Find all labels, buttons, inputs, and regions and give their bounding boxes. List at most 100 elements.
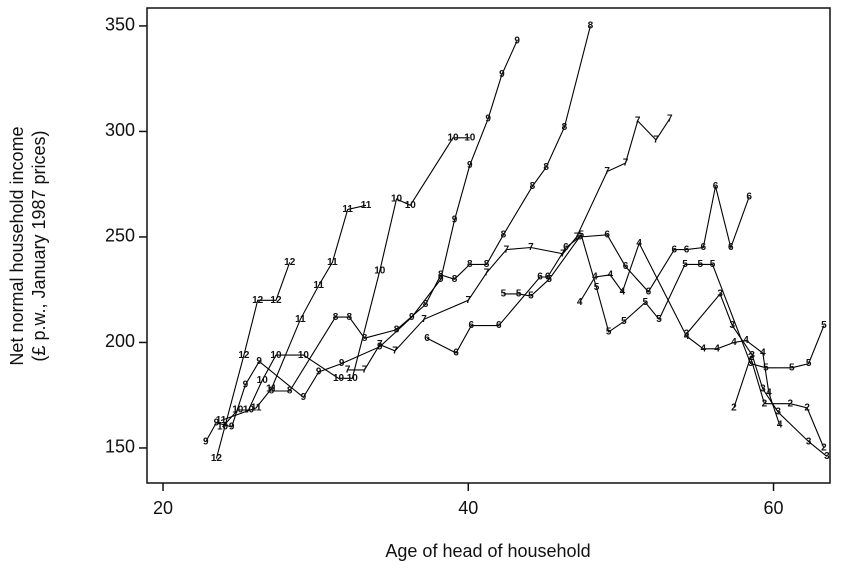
- point-label: 9: [229, 422, 235, 433]
- point-label: 3: [760, 384, 766, 395]
- point-label: 6: [646, 286, 652, 297]
- series-line: [347, 118, 671, 371]
- point-label: 2: [762, 398, 768, 409]
- series-line: [222, 137, 470, 428]
- point-label: 11: [266, 384, 277, 395]
- point-label: 6: [713, 181, 719, 192]
- point-label: 3: [730, 320, 736, 331]
- point-label: 4: [701, 343, 707, 354]
- point-label: 10: [270, 350, 282, 361]
- point-label: 8: [501, 229, 507, 240]
- point-label: 7: [504, 244, 510, 255]
- point-label: 5: [789, 362, 795, 373]
- point-label: 5: [578, 229, 584, 240]
- point-label: 5: [621, 316, 627, 327]
- point-label: 5: [643, 297, 649, 308]
- y-tick-label: 300: [105, 120, 135, 140]
- point-label: 9: [438, 274, 444, 285]
- series-line: [686, 292, 828, 457]
- x-tick-label: 20: [153, 498, 173, 518]
- point-label: 6: [424, 333, 430, 344]
- point-label: 4: [766, 388, 772, 399]
- point-label: 4: [607, 270, 613, 281]
- point-label: 8: [394, 324, 400, 335]
- point-label: 5: [763, 362, 769, 373]
- y-tick-label: 250: [105, 226, 135, 246]
- point-label: 3: [824, 451, 830, 462]
- y-axis-label: Net normal household income: [7, 126, 27, 365]
- point-label: 9: [467, 160, 473, 171]
- x-tick-label: 60: [764, 498, 784, 518]
- point-label: 2: [821, 443, 827, 454]
- point-label: 4: [620, 286, 626, 297]
- series-line: [271, 25, 591, 392]
- point-label: 5: [697, 259, 703, 270]
- point-label: 9: [514, 35, 520, 46]
- point-label: 5: [806, 358, 812, 369]
- series-line: [215, 262, 291, 459]
- point-label: 4: [760, 348, 766, 359]
- plot-frame: [146, 7, 831, 484]
- point-label: 7: [345, 365, 351, 376]
- series-line: [733, 355, 825, 449]
- point-label: 7: [635, 116, 641, 127]
- point-label: 11: [251, 403, 262, 414]
- point-label: 4: [714, 343, 720, 354]
- point-label: 10: [217, 422, 229, 433]
- point-label: 4: [777, 419, 783, 430]
- point-label: 3: [749, 350, 755, 361]
- point-label: 11: [327, 257, 338, 268]
- point-label: 8: [588, 21, 594, 32]
- point-label: 5: [748, 358, 754, 369]
- point-label: 5: [546, 274, 552, 285]
- point-label: 8: [543, 162, 549, 173]
- point-label: 7: [574, 232, 580, 243]
- point-label: 11: [342, 204, 353, 215]
- y-tick-label: 350: [105, 15, 135, 35]
- point-label: 6: [701, 242, 707, 253]
- point-label: 8: [287, 386, 293, 397]
- x-axis-label: Age of head of household: [385, 541, 590, 561]
- point-label: 7: [465, 295, 471, 306]
- point-label: 8: [423, 299, 429, 310]
- point-label: 5: [594, 282, 600, 293]
- point-label: 4: [743, 335, 749, 346]
- point-label: 8: [530, 181, 536, 192]
- point-label: 7: [362, 365, 368, 376]
- point-label: 8: [269, 386, 275, 397]
- point-label: 7: [484, 267, 490, 278]
- point-label: 6: [563, 242, 569, 253]
- point-label: 7: [377, 339, 383, 350]
- point-label: 5: [501, 289, 507, 300]
- point-label: 6: [469, 320, 475, 331]
- point-label: 10: [232, 405, 244, 416]
- point-label: 10: [257, 375, 269, 386]
- series-line: [426, 186, 750, 354]
- point-label: 11: [216, 415, 227, 426]
- point-label: 10: [405, 200, 417, 211]
- point-label: 6: [684, 244, 690, 255]
- point-label: 6: [672, 244, 678, 255]
- point-label: 10: [243, 405, 255, 416]
- point-label: 6: [623, 261, 629, 272]
- series-line: [220, 204, 367, 422]
- x-tick-label: 40: [458, 498, 478, 518]
- point-label: 10: [447, 132, 459, 143]
- point-label: 5: [656, 314, 662, 325]
- point-label: 7: [604, 166, 610, 177]
- point-label: 3: [684, 329, 690, 340]
- point-label: 5: [710, 259, 716, 270]
- point-label: 5: [528, 291, 534, 302]
- point-label: 6: [537, 272, 543, 283]
- point-label: 9: [316, 367, 322, 378]
- point-label: 12: [238, 350, 250, 361]
- point-label: 5: [821, 320, 827, 331]
- point-label: 10: [347, 373, 359, 384]
- point-label: 12: [270, 295, 282, 306]
- point-label: 9: [452, 215, 458, 226]
- point-label: 3: [775, 407, 781, 418]
- y-tick-label: 150: [105, 437, 135, 457]
- point-label: 3: [806, 436, 812, 447]
- point-label: 7: [392, 346, 398, 357]
- y-tick-label: 200: [105, 331, 135, 351]
